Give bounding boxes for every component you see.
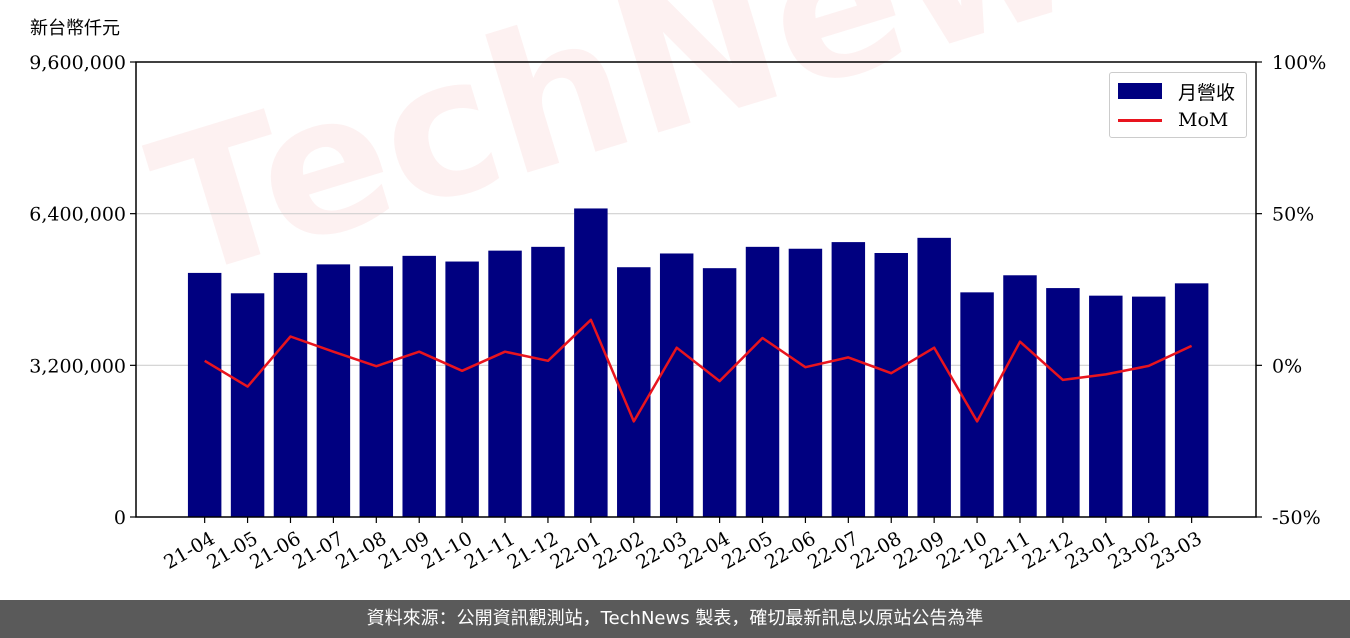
bar-22-10 <box>960 292 994 517</box>
y-axis-unit-label: 新台幣仟元 <box>30 18 120 39</box>
bar-22-11 <box>1003 275 1037 517</box>
bar-21-06 <box>273 272 308 517</box>
y-left-tick-label: 3,200,000 <box>29 355 126 377</box>
bar-22-08 <box>874 253 908 518</box>
legend-label-revenue: 月營收 <box>1178 81 1236 104</box>
legend-swatch-revenue <box>1118 83 1162 99</box>
y-left-tick-label: 9,600,000 <box>29 52 126 74</box>
bar-22-09 <box>917 237 951 517</box>
plot-frame <box>135 61 1257 518</box>
mom-line <box>204 318 1193 423</box>
y-right-tick-label: 50% <box>1272 204 1314 226</box>
legend-label-mom: MoM <box>1178 109 1229 131</box>
bar-21-09 <box>402 255 436 518</box>
bar-23-03 <box>1174 283 1209 517</box>
legend: 月營收 MoM <box>1109 72 1247 138</box>
bar-23-01 <box>1089 295 1123 517</box>
bar-22-12 <box>1046 288 1080 517</box>
legend-swatch-mom <box>1118 118 1162 122</box>
bar-22-07 <box>831 242 866 517</box>
x-tick-label: 23-03 <box>1147 527 1205 573</box>
bar-21-04 <box>187 272 222 517</box>
y-right-tick-label: -50% <box>1272 507 1321 529</box>
bar-23-02 <box>1131 296 1166 517</box>
bar-22-05 <box>745 246 780 517</box>
legend-item-revenue: 月營收 <box>1118 79 1236 104</box>
bar-21-05 <box>230 293 265 517</box>
bar-21-10 <box>445 261 479 517</box>
source-footer: 資料來源：公開資訊觀測站，TechNews 製表，確切最新訊息以原站公告為準 <box>0 600 1350 638</box>
y-left-tick-label: 0 <box>114 507 126 529</box>
bar-21-12 <box>531 246 565 517</box>
y-right-tick-label: 0% <box>1272 355 1302 377</box>
bar-22-01 <box>574 208 608 517</box>
bar-21-11 <box>488 250 522 517</box>
bar-21-08 <box>359 266 394 517</box>
y-right-tick-label: 100% <box>1272 52 1326 74</box>
y-left-tick-label: 6,400,000 <box>29 204 126 226</box>
bar-22-04 <box>702 268 737 517</box>
bar-22-06 <box>788 248 823 518</box>
revenue-chart: 0 3,200,000 6,400,000 9,600,000 -50% 0% 50% 100… <box>29 52 1326 574</box>
bar-21-07 <box>316 264 351 517</box>
legend-item-mom: MoM <box>1118 108 1228 132</box>
bar-22-03 <box>659 253 694 517</box>
